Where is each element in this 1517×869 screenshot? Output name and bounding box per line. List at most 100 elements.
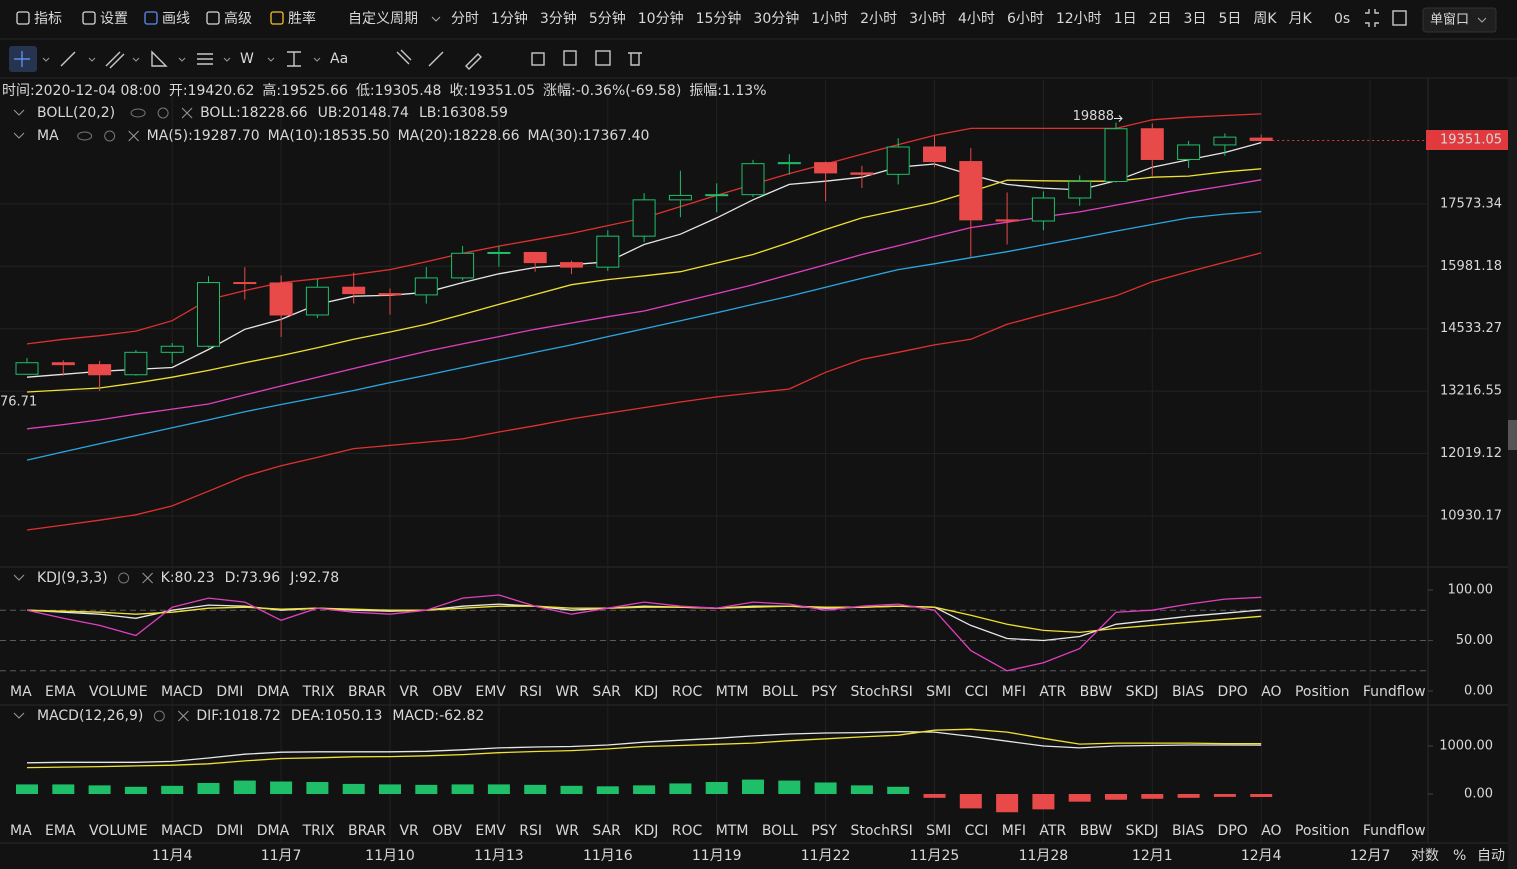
settings-icon[interactable] xyxy=(153,710,165,722)
period-option[interactable]: 1小时 xyxy=(811,11,848,27)
indicator-tab[interactable]: StochRSI xyxy=(850,684,912,700)
indicator-tab[interactable]: SMI xyxy=(926,823,951,839)
crosshair-tool[interactable] xyxy=(14,51,30,67)
screenshot-icon[interactable] xyxy=(1392,10,1407,26)
indicator-tab[interactable]: Position xyxy=(1295,684,1350,700)
indicator-tab[interactable]: MFI xyxy=(1002,823,1026,839)
triangle-tool[interactable] xyxy=(151,50,168,67)
indicator-tab[interactable]: DPO xyxy=(1218,823,1248,839)
settings-icon[interactable] xyxy=(157,107,169,119)
period-option[interactable]: 4小时 xyxy=(958,11,995,27)
collapse-chevron[interactable] xyxy=(13,132,25,139)
indicator-tab[interactable]: MA xyxy=(10,684,32,700)
indicator-tab[interactable]: PSY xyxy=(811,823,837,839)
indicator-tab[interactable]: DMI xyxy=(216,823,243,839)
indicator-tab[interactable]: EMV xyxy=(475,684,506,700)
remove-icon[interactable] xyxy=(177,710,189,722)
pattern-tool[interactable] xyxy=(396,49,412,65)
indicator-tab[interactable]: DMA xyxy=(257,823,290,839)
menu-item[interactable]: 指标 xyxy=(34,11,62,27)
period-option[interactable]: 1分钟 xyxy=(491,10,528,27)
period-option[interactable]: 15分钟 xyxy=(696,10,742,27)
indicator-tab[interactable]: Position xyxy=(1295,823,1350,839)
menu-item[interactable]: 高级 xyxy=(224,10,252,27)
indicator-tab[interactable]: BBW xyxy=(1080,684,1113,700)
lock-tool[interactable] xyxy=(531,52,545,66)
window-label[interactable]: 单窗口 xyxy=(1430,12,1469,28)
indicator-tab[interactable]: KDJ xyxy=(634,684,658,700)
brush-tool[interactable] xyxy=(465,53,482,70)
indicator-tab[interactable]: VOLUME xyxy=(89,823,148,839)
indicator-tab[interactable]: SAR xyxy=(592,684,621,700)
indicator-tab[interactable]: BIAS xyxy=(1172,684,1204,700)
period-option[interactable]: 月K xyxy=(1289,11,1313,27)
period-option[interactable]: 3分钟 xyxy=(540,10,577,27)
period-option[interactable]: 6小时 xyxy=(1007,11,1044,27)
indicator-tab[interactable]: DMI xyxy=(216,684,243,700)
indicator-tab[interactable]: BRAR xyxy=(348,823,386,839)
period-option[interactable]: 3小时 xyxy=(909,11,946,27)
copy-tool[interactable] xyxy=(563,50,577,66)
period-dropdown[interactable]: 自定义周期 xyxy=(348,11,418,27)
visibility-icon[interactable] xyxy=(77,131,93,141)
collapse-chevron[interactable] xyxy=(13,109,25,116)
template-tool[interactable] xyxy=(595,50,611,66)
delete-tool[interactable] xyxy=(628,52,642,66)
fib-tool[interactable] xyxy=(197,53,213,65)
indicator-tab[interactable]: CCI xyxy=(965,823,989,839)
scale-option[interactable]: 对数 xyxy=(1411,848,1439,864)
indicator-tab[interactable]: CCI xyxy=(965,684,989,700)
indicator-tab[interactable]: BOLL xyxy=(762,684,798,700)
indicator-tab[interactable]: ROC xyxy=(672,684,703,700)
indicator-tab[interactable]: MTM xyxy=(716,684,749,700)
indicator-tab[interactable]: WR xyxy=(555,823,579,839)
visibility-icon[interactable] xyxy=(130,108,146,118)
period-option[interactable]: 周K xyxy=(1253,11,1277,27)
indicator-tab[interactable]: AO xyxy=(1261,823,1281,839)
indicator-tab[interactable]: SAR xyxy=(592,823,621,839)
scale-option[interactable]: 自动 xyxy=(1477,848,1505,864)
indicator-tab[interactable]: TRIX xyxy=(302,684,335,700)
indicator-tab[interactable]: MACD xyxy=(161,823,203,839)
indicator-tab[interactable]: VR xyxy=(399,684,419,700)
indicator-tab[interactable]: KDJ xyxy=(634,823,658,839)
settings-icon[interactable] xyxy=(118,572,130,584)
indicator-tab[interactable]: TRIX xyxy=(302,823,335,839)
period-option[interactable]: 2小时 xyxy=(860,11,897,27)
period-option[interactable]: 3日 xyxy=(1184,11,1207,27)
indicator-tab[interactable]: WR xyxy=(555,684,579,700)
indicator-tab[interactable]: DPO xyxy=(1218,684,1248,700)
period-option[interactable]: 1日 xyxy=(1114,11,1137,27)
indicator-tab[interactable]: VOLUME xyxy=(89,684,148,700)
indicator-tab[interactable]: SKDJ xyxy=(1126,684,1159,700)
settings-icon[interactable] xyxy=(104,130,116,142)
indicator-tab[interactable]: MTM xyxy=(716,823,749,839)
indicator-tab[interactable]: RSI xyxy=(519,684,542,700)
indicator-tab[interactable]: BBW xyxy=(1080,823,1113,839)
indicator-tab[interactable]: ATR xyxy=(1039,684,1066,700)
indicator-tab[interactable]: Fundflow xyxy=(1363,684,1426,700)
indicator-tab[interactable]: EMV xyxy=(475,823,506,839)
indicator-tab[interactable]: OBV xyxy=(432,823,462,839)
period-option[interactable]: 10分钟 xyxy=(638,10,684,27)
scale-option[interactable]: % xyxy=(1453,848,1466,864)
menu-item[interactable]: 设置 xyxy=(100,11,128,27)
indicator-tab[interactable]: BOLL xyxy=(762,823,798,839)
period-option[interactable]: 30分钟 xyxy=(753,10,799,27)
period-option[interactable]: 5分钟 xyxy=(589,10,626,27)
collapse-chevron[interactable] xyxy=(13,712,25,719)
pen-tool[interactable] xyxy=(428,51,444,67)
indicator-tab[interactable]: SKDJ xyxy=(1126,823,1159,839)
period-option[interactable]: 2日 xyxy=(1149,11,1172,27)
window-select[interactable] xyxy=(1422,7,1497,33)
fullscreen-icon[interactable] xyxy=(1365,9,1379,27)
period-option[interactable]: 5日 xyxy=(1218,11,1241,27)
period-option[interactable]: 12小时 xyxy=(1056,11,1102,27)
indicator-tab[interactable]: VR xyxy=(399,823,419,839)
indicator-tab[interactable]: RSI xyxy=(519,823,542,839)
indicator-tab[interactable]: MA xyxy=(10,823,32,839)
indicator-tab[interactable]: BRAR xyxy=(348,684,386,700)
indicator-tab[interactable]: ATR xyxy=(1039,823,1066,839)
indicator-tab[interactable]: EMA xyxy=(45,684,76,700)
indicator-tab[interactable]: PSY xyxy=(811,684,837,700)
